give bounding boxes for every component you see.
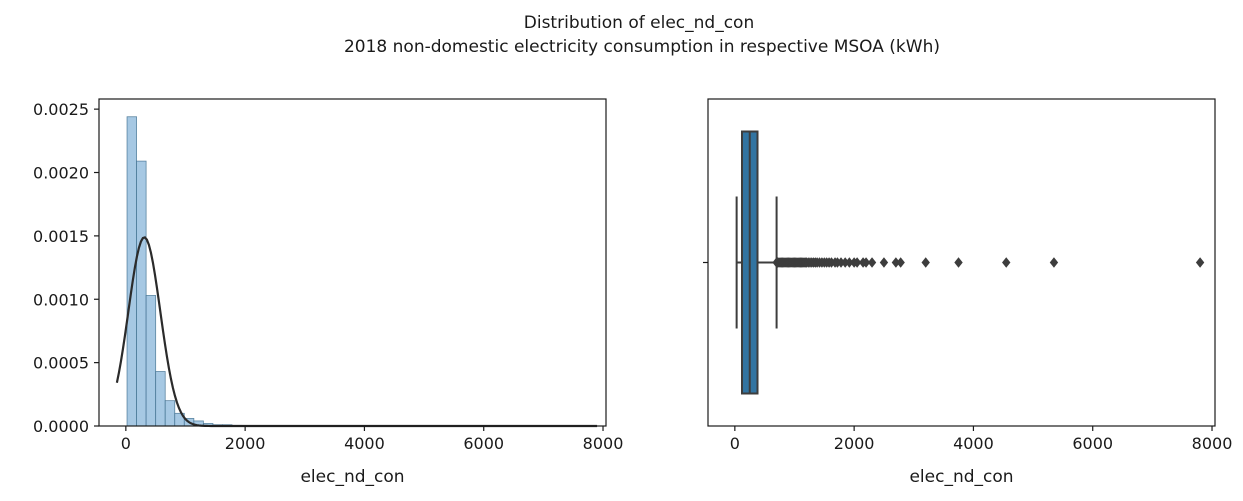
x-tick-label: 4000: [344, 434, 385, 453]
x-tick-label: 2000: [225, 434, 266, 453]
histogram-axes-frame: [98, 98, 607, 427]
figure-title: Distribution of elec_nd_con: [524, 13, 754, 33]
y-tick-label: 0.0005: [33, 354, 89, 373]
outlier-point: [891, 257, 901, 268]
boxplot-x-axis-label: elec_nd_con: [909, 467, 1013, 487]
density-curve: [115, 236, 598, 428]
outlier-point: [867, 257, 877, 268]
outlier-point: [921, 257, 930, 268]
boxplot-panel: 0 2000 4000 6000 8000 elec_nd_con: [703, 98, 1233, 487]
histogram-x-axis-label: elec_nd_con: [300, 467, 404, 487]
x-tick-label: 0: [730, 434, 740, 453]
x-tick-label: 6000: [463, 434, 504, 453]
x-tick-label: 8000: [1192, 434, 1233, 453]
histogram-panel: 0 2000 4000 6000 8000 0.00000.00050.00100.00…: [33, 98, 624, 487]
outlier-point: [845, 257, 854, 268]
x-tick-label: 4000: [953, 434, 994, 453]
figure-subtitle: 2018 non-domestic electricity consumptio…: [344, 37, 940, 57]
outlier-point: [852, 257, 862, 268]
y-tick-label: 0.0010: [33, 290, 89, 309]
histogram-x-ticks: 0 2000 4000 6000 8000: [121, 426, 624, 453]
histogram-bar: [164, 400, 176, 427]
histogram-bars: [126, 116, 596, 427]
histogram-bar: [145, 295, 157, 427]
y-tick-label: 0.0000: [33, 417, 89, 436]
outlier-point: [1002, 257, 1011, 268]
histogram-bar: [136, 160, 147, 427]
histogram-y-ticks: 0.0000 0.0005 0.0010 0.0015 0.0020 0.0025: [33, 100, 99, 436]
y-tick-label: 0.0025: [33, 100, 89, 119]
x-tick-label: 8000: [583, 434, 624, 453]
x-tick-label: 6000: [1072, 434, 1113, 453]
histogram-bar: [155, 371, 166, 427]
x-tick-label: 0: [121, 434, 131, 453]
outlier-point: [896, 257, 905, 268]
x-tick-label: 2000: [834, 434, 875, 453]
y-tick-label: 0.0015: [33, 227, 89, 246]
outlier-point: [861, 257, 871, 268]
outlier-point: [1195, 257, 1205, 268]
outlier-point: [954, 257, 963, 268]
boxplot-x-ticks: 0 2000 4000 6000 8000: [703, 261, 1233, 453]
outlier-point: [879, 257, 889, 268]
boxplot-elements: [735, 130, 1205, 395]
outlier-point: [1049, 257, 1059, 268]
y-tick-label: 0.0020: [33, 164, 89, 183]
